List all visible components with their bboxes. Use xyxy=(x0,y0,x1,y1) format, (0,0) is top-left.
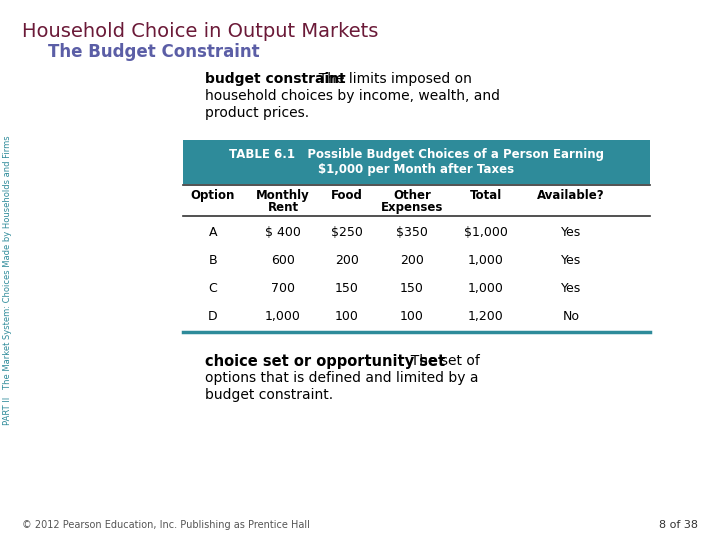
Text: Other: Other xyxy=(393,189,431,202)
Text: Rent: Rent xyxy=(267,201,299,214)
Text: TABLE 6.1   Possible Budget Choices of a Person Earning: TABLE 6.1 Possible Budget Choices of a P… xyxy=(229,148,604,161)
Text: No: No xyxy=(562,310,580,323)
Text: $1,000 per Month after Taxes: $1,000 per Month after Taxes xyxy=(318,163,515,176)
Text: 100: 100 xyxy=(335,310,359,323)
Text: 200: 200 xyxy=(335,254,359,267)
Text: 700: 700 xyxy=(271,282,295,295)
Bar xyxy=(183,140,650,184)
Text: 200: 200 xyxy=(400,254,424,267)
Text: 1,000: 1,000 xyxy=(468,254,504,267)
Text: budget constraint.: budget constraint. xyxy=(205,388,333,402)
Text: 600: 600 xyxy=(271,254,295,267)
Text: budget constraint: budget constraint xyxy=(205,72,346,86)
Text: $350: $350 xyxy=(396,226,428,239)
Text: Total: Total xyxy=(470,189,502,202)
Text: choice set or opportunity set: choice set or opportunity set xyxy=(205,354,445,369)
Text: Option: Option xyxy=(191,189,235,202)
Text: Household Choice in Output Markets: Household Choice in Output Markets xyxy=(22,22,379,41)
Text: 8 of 38: 8 of 38 xyxy=(659,520,698,530)
Text: The limits imposed on: The limits imposed on xyxy=(310,72,472,86)
Text: C: C xyxy=(209,282,217,295)
Text: The Budget Constraint: The Budget Constraint xyxy=(48,43,260,61)
Text: © 2012 Pearson Education, Inc. Publishing as Prentice Hall: © 2012 Pearson Education, Inc. Publishin… xyxy=(22,520,310,530)
Text: options that is defined and limited by a: options that is defined and limited by a xyxy=(205,371,479,385)
Text: Food: Food xyxy=(331,189,363,202)
Text: Monthly: Monthly xyxy=(256,189,310,202)
Text: Expenses: Expenses xyxy=(381,201,444,214)
Text: B: B xyxy=(209,254,217,267)
Text: PART II   The Market System: Choices Made by Households and Firms: PART II The Market System: Choices Made … xyxy=(4,135,12,425)
Text: Available?: Available? xyxy=(537,189,605,202)
Text: A: A xyxy=(209,226,217,239)
Text: The set of: The set of xyxy=(402,354,480,368)
Text: Yes: Yes xyxy=(561,282,581,295)
Text: $1,000: $1,000 xyxy=(464,226,508,239)
Text: Yes: Yes xyxy=(561,254,581,267)
Text: 1,000: 1,000 xyxy=(468,282,504,295)
Text: 1,000: 1,000 xyxy=(265,310,301,323)
Text: 100: 100 xyxy=(400,310,424,323)
Text: Yes: Yes xyxy=(561,226,581,239)
Text: 1,200: 1,200 xyxy=(468,310,504,323)
Text: 150: 150 xyxy=(400,282,424,295)
Text: household choices by income, wealth, and: household choices by income, wealth, and xyxy=(205,89,500,103)
Text: $250: $250 xyxy=(331,226,363,239)
Text: product prices.: product prices. xyxy=(205,106,309,120)
Text: $ 400: $ 400 xyxy=(265,226,301,239)
Text: 150: 150 xyxy=(335,282,359,295)
Text: D: D xyxy=(208,310,218,323)
